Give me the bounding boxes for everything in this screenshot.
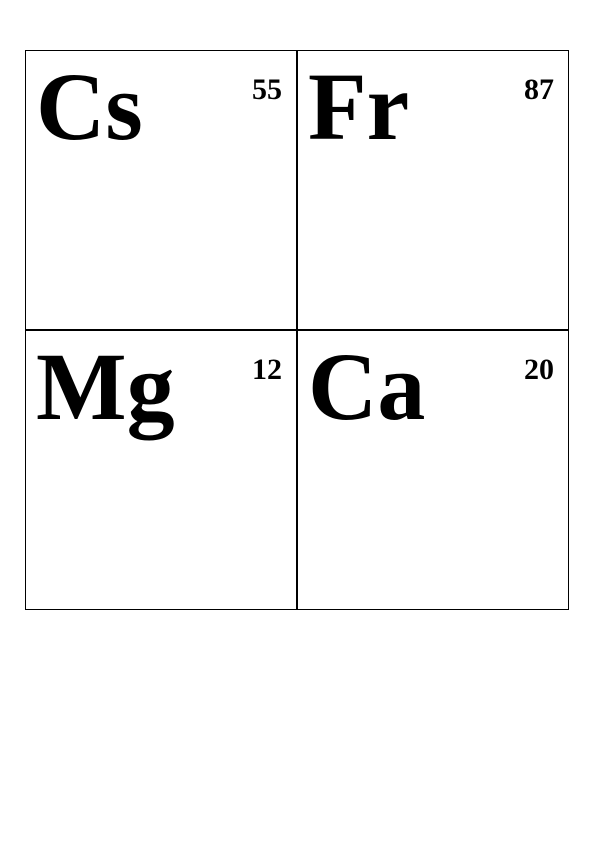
atomic-number: 55: [252, 75, 282, 105]
element-cell: Cs 55: [25, 50, 297, 330]
element-symbol: Cs: [36, 59, 143, 155]
atomic-number: 20: [524, 355, 554, 385]
atomic-number: 12: [252, 355, 282, 385]
element-grid: Cs 55 Fr 87 Mg 12 Ca 20: [25, 50, 569, 610]
element-symbol: Fr: [308, 59, 409, 155]
element-cell: Mg 12: [25, 330, 297, 610]
atomic-number: 87: [524, 75, 554, 105]
element-symbol: Mg: [36, 339, 175, 435]
element-symbol: Ca: [308, 339, 425, 435]
element-cell: Fr 87: [297, 50, 569, 330]
element-cell: Ca 20: [297, 330, 569, 610]
